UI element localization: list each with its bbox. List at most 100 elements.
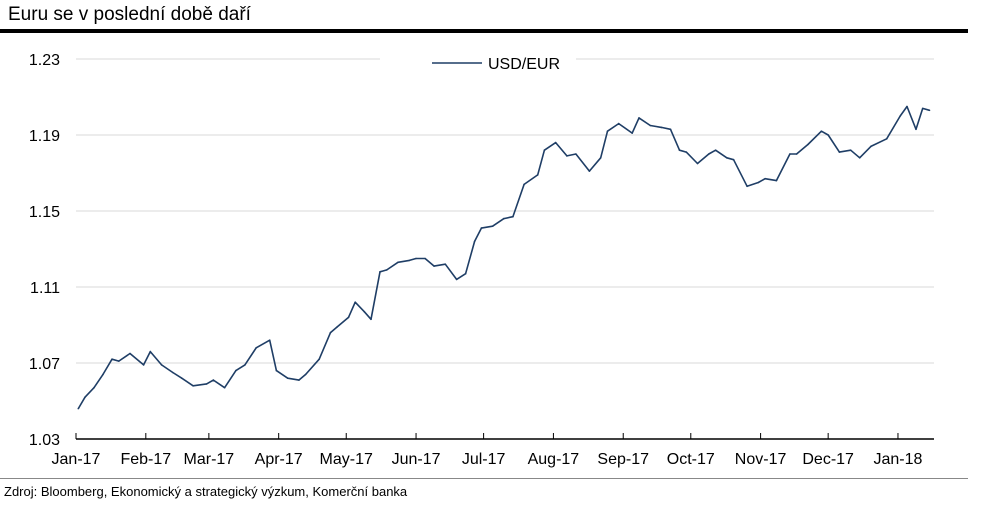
data-point [870,145,872,148]
data-point [588,170,591,172]
y-axis: 1.03 1.07 1.11 1.15 1.19 1.23 [29,52,60,449]
series-layer [77,105,931,410]
data-point [696,162,699,165]
chart-title: Euru se v poslední době daří [8,4,251,25]
y-tick-label: 1.03 [29,432,60,449]
data-point [244,364,246,366]
data-point [708,153,710,155]
data-point [329,331,332,334]
x-tick-label: Oct-17 [667,451,715,468]
y-tick-label: 1.23 [29,52,60,69]
data-point [473,240,476,243]
data-point [849,149,852,151]
data-point [928,109,931,112]
data-point [235,369,237,372]
data-point [921,107,924,110]
source-note: Zdroj: Bloomberg, Ekonomický a strategic… [4,484,408,499]
data-point [575,153,577,155]
data-point [685,151,688,153]
data-point [757,181,760,184]
x-tick-label: Nov-17 [735,451,787,468]
data-point [480,227,483,229]
data-point [775,179,778,182]
x-tick-label: Jun-17 [392,451,441,468]
y-tick-label: 1.19 [29,128,60,145]
data-point [336,326,339,328]
data-point [455,278,458,281]
data-point [379,271,381,273]
x-tick-label: Apr-17 [255,451,303,468]
data-point [885,138,888,140]
data-point [111,358,113,361]
data-point [192,385,194,387]
legend-label: USD/EUR [488,56,560,73]
data-point [669,128,672,131]
y-tick-label: 1.07 [29,356,60,373]
data-point [807,143,809,146]
x-tick-label: Dec-17 [802,451,854,468]
data-point [789,153,791,155]
data-point [906,105,908,108]
data-point [464,272,467,275]
data-point [397,261,399,264]
data-point [255,347,257,349]
data-point [631,132,633,134]
data-point [286,377,289,380]
data-point [899,115,901,117]
data-point [223,386,226,389]
data-point [746,185,748,188]
x-tick-label: Sep-17 [597,451,649,468]
data-point [149,350,152,353]
y-tick-label: 1.11 [30,280,60,297]
data-point [566,155,568,157]
data-point [915,128,917,131]
data-point [118,360,120,362]
legend-background [380,47,576,71]
y-tick-label: 1.15 [29,204,60,221]
data-point [205,383,208,385]
data-point [606,130,609,132]
x-axis: Jan-17 Feb-17 Mar-17 Apr-17 May-17 Jun-17 Jul-… [52,433,934,468]
data-point [181,377,183,380]
data-point [102,373,104,376]
data-point [304,373,307,376]
x-tick-label: Jul-17 [462,451,506,468]
data-point [268,339,271,342]
data-point [599,157,602,159]
data-point [827,134,829,136]
line-chart: 1.03 1.07 1.11 1.15 1.19 1.23 Jan-17 Feb-17 Mar… [29,47,934,468]
grid-lines [76,58,934,364]
data-point [363,310,366,313]
data-point [764,177,766,180]
data-point [726,157,728,159]
data-point [491,225,494,227]
x-tick-label: Mar-17 [184,451,235,468]
data-point [512,215,514,218]
data-point [543,149,546,151]
data-point [129,352,131,355]
data-point [370,318,372,321]
data-point [554,141,557,144]
data-point [523,183,525,186]
x-tick-label: Jan-17 [52,451,101,468]
x-tick-label: Aug-17 [528,451,580,468]
data-point [386,269,388,271]
data-point [347,316,350,319]
data-point [617,122,620,125]
data-point [172,371,174,374]
x-tick-label: Feb-17 [120,451,171,468]
data-point [93,386,95,389]
data-point [160,364,163,366]
legend: USD/EUR [380,47,576,73]
data-point [415,257,417,260]
data-point [732,158,735,161]
data-point [678,149,681,151]
data-point [77,407,80,410]
data-point [212,379,215,381]
data-point [318,358,321,361]
title-underline [0,29,968,33]
data-point [298,379,300,381]
data-point [649,124,652,127]
data-point [503,217,505,220]
x-tick-label: Jan-18 [874,451,923,468]
